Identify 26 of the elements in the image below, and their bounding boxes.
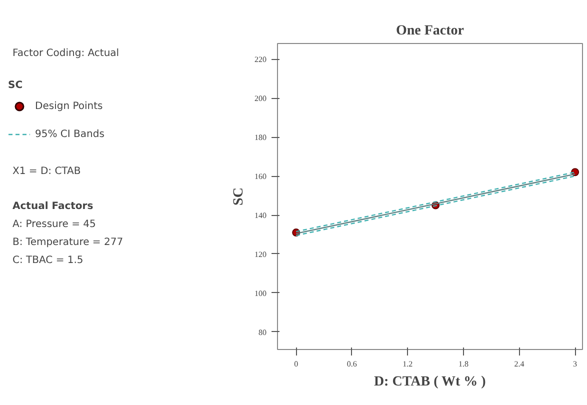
legend-title: SC [8, 80, 24, 91]
text: A: Pressure = 45 [12, 219, 96, 230]
text: C: TBAC = 1.5 [12, 255, 84, 266]
chart-title: One Factor [396, 24, 464, 38]
legend-label: 95% CI Bands [35, 128, 104, 140]
y-tick-label: 100 [254, 288, 266, 298]
y-axis-title: SC [232, 188, 246, 206]
x-tick-label: 1.8 [458, 360, 468, 368]
x-tick-label: 1.2 [402, 360, 413, 368]
y-tick-label: 140 [254, 211, 266, 220]
x-tick-label: 2.4 [514, 360, 524, 368]
y-tick-label: 120 [254, 250, 266, 259]
x-axis-title: D: CTAB ( Wt % ) [374, 374, 486, 390]
y-tick-label: 220 [254, 55, 266, 64]
text: X1 = D: CTAB [12, 166, 81, 177]
text: Actual Factors [12, 201, 94, 212]
y-tick-label: 160 [254, 172, 266, 182]
x-tick-label: 0 [294, 360, 298, 368]
legend-label: Design Points [35, 100, 103, 112]
text: Factor Coding: Actual [12, 48, 120, 59]
x-tick-label: 0.6 [346, 360, 357, 368]
text: B: Temperature = 277 [12, 237, 124, 248]
x-tick-label: 3 [573, 360, 578, 368]
y-tick-label: 180 [254, 133, 266, 142]
y-tick-label: 200 [254, 94, 266, 104]
y-tick-label: 80 [258, 328, 266, 337]
